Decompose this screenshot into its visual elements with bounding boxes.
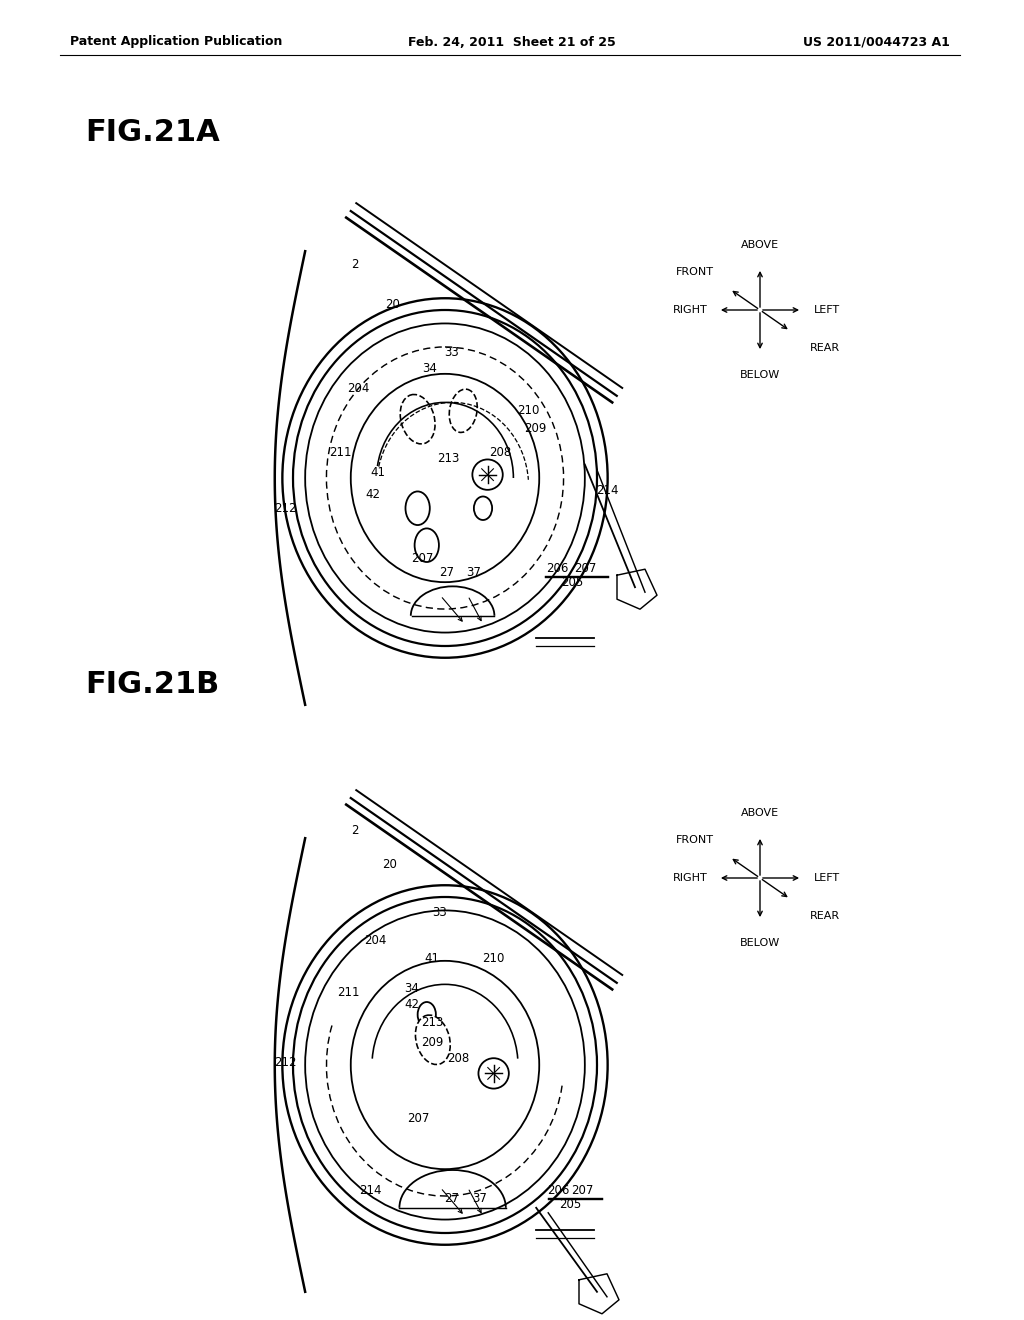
Ellipse shape — [400, 395, 435, 444]
Text: 34: 34 — [423, 362, 437, 375]
Ellipse shape — [416, 1015, 451, 1064]
Text: 214: 214 — [358, 1184, 381, 1196]
Text: BELOW: BELOW — [740, 939, 780, 948]
Text: 42: 42 — [366, 488, 381, 502]
Text: BELOW: BELOW — [740, 370, 780, 380]
Text: 211: 211 — [337, 986, 359, 998]
Text: 205: 205 — [561, 576, 583, 589]
Text: REAR: REAR — [810, 911, 840, 921]
Text: 37: 37 — [472, 1192, 487, 1204]
Text: LEFT: LEFT — [814, 873, 841, 883]
Text: 210: 210 — [482, 952, 504, 965]
Text: 204: 204 — [364, 933, 386, 946]
Text: 33: 33 — [444, 346, 460, 359]
Text: ABOVE: ABOVE — [741, 808, 779, 818]
Text: FRONT: FRONT — [676, 836, 714, 845]
Text: RIGHT: RIGHT — [674, 873, 708, 883]
Text: 213: 213 — [437, 451, 459, 465]
Ellipse shape — [418, 1002, 436, 1027]
Text: 41: 41 — [371, 466, 385, 479]
Text: 34: 34 — [404, 982, 420, 994]
Text: 27: 27 — [439, 566, 455, 579]
Text: 209: 209 — [524, 421, 546, 434]
Text: 213: 213 — [421, 1015, 443, 1028]
Text: 33: 33 — [432, 906, 447, 919]
Text: 20: 20 — [383, 858, 397, 871]
Text: 208: 208 — [446, 1052, 469, 1064]
Text: 41: 41 — [425, 952, 439, 965]
Text: FIG.21A: FIG.21A — [85, 117, 220, 147]
Text: 210: 210 — [517, 404, 540, 417]
Text: 207: 207 — [570, 1184, 593, 1196]
Text: 209: 209 — [421, 1035, 443, 1048]
Text: 206: 206 — [547, 1184, 569, 1196]
Text: 212: 212 — [273, 502, 296, 515]
Text: ABOVE: ABOVE — [741, 240, 779, 249]
Text: 42: 42 — [404, 998, 420, 1011]
Ellipse shape — [415, 528, 439, 562]
Text: FRONT: FRONT — [676, 267, 714, 277]
Text: 20: 20 — [386, 298, 400, 312]
Text: 205: 205 — [559, 1199, 582, 1212]
Text: 207: 207 — [407, 1111, 429, 1125]
Text: REAR: REAR — [810, 343, 840, 352]
Text: US 2011/0044723 A1: US 2011/0044723 A1 — [803, 36, 950, 49]
Text: 212: 212 — [273, 1056, 296, 1068]
Text: 206: 206 — [546, 561, 568, 574]
Text: 208: 208 — [488, 446, 511, 459]
Text: 207: 207 — [573, 561, 596, 574]
Text: FIG.21B: FIG.21B — [85, 671, 219, 700]
Ellipse shape — [474, 496, 493, 520]
Text: 214: 214 — [596, 483, 618, 496]
Ellipse shape — [450, 389, 477, 433]
Text: 2: 2 — [351, 259, 358, 272]
Text: RIGHT: RIGHT — [674, 305, 708, 315]
Text: Patent Application Publication: Patent Application Publication — [70, 36, 283, 49]
Text: Feb. 24, 2011  Sheet 21 of 25: Feb. 24, 2011 Sheet 21 of 25 — [409, 36, 615, 49]
Text: 204: 204 — [347, 381, 370, 395]
Text: 207: 207 — [411, 552, 433, 565]
Text: 37: 37 — [467, 566, 481, 579]
Text: 211: 211 — [329, 446, 351, 458]
Text: 27: 27 — [444, 1192, 460, 1204]
Text: LEFT: LEFT — [814, 305, 841, 315]
Ellipse shape — [406, 491, 430, 525]
Text: 2: 2 — [351, 824, 358, 837]
